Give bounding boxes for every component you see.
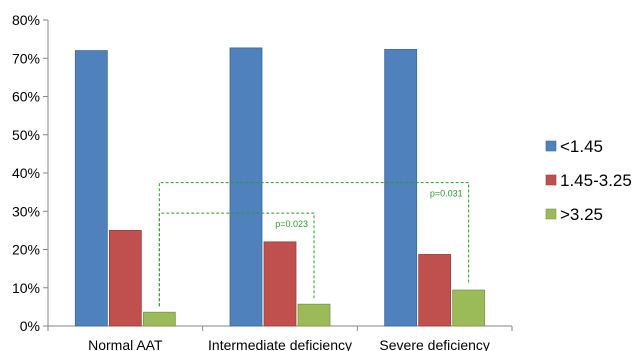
bar-3-25-severe-deficiency (452, 289, 486, 327)
y-tick-label: 60% (12, 89, 40, 105)
y-tick-label: 80% (12, 12, 40, 28)
significance-label: p=0.023 (275, 219, 308, 229)
chart-annotations: p=0.023 p=0.031 (158, 182, 470, 307)
bar-3-25-intermediate-deficiency (297, 303, 331, 327)
bar-3-25-normal-aat (142, 311, 176, 327)
significance-bracket (158, 182, 470, 307)
bar-1-45-normal-aat (74, 50, 108, 327)
x-category-label: Intermediate deficiency (208, 337, 352, 351)
bar-1-45-3-25-severe-deficiency (418, 254, 452, 327)
legend-label-1-45-3-25: 1.45-3.25 (560, 171, 632, 190)
chart-legend: <1.45 1.45-3.25 >3.25 (545, 137, 632, 224)
bar-1-45-3-25-intermediate-deficiency (263, 241, 297, 327)
y-tick-label: 50% (12, 127, 40, 143)
bar-1-45-intermediate-deficiency (229, 47, 263, 327)
legend-swatch-1-45-3-25 (545, 174, 557, 186)
bar-1-45-severe-deficiency (384, 49, 418, 327)
x-category-label: Severe deficiency (379, 337, 490, 351)
y-tick-label: 10% (12, 280, 40, 296)
y-tick-label: 0% (20, 318, 40, 334)
legend-swatch-1-45 (545, 140, 557, 152)
significance-label: p=0.031 (430, 189, 463, 199)
y-tick-label: 20% (12, 242, 40, 258)
y-tick-label: 70% (12, 50, 40, 66)
y-tick-label: 30% (12, 203, 40, 219)
bar-1-45-3-25-normal-aat (108, 229, 142, 327)
legend-label-3-25: >3.25 (560, 205, 603, 224)
chart-bars (74, 47, 486, 327)
legend-swatch-3-25 (545, 208, 557, 220)
x-category-label: Normal AAT (88, 337, 163, 351)
y-tick-label: 40% (12, 165, 40, 181)
legend-label-1-45: <1.45 (560, 137, 603, 156)
chart-category-labels: Normal AAT Intermediate deficiency Severe … (88, 337, 490, 351)
